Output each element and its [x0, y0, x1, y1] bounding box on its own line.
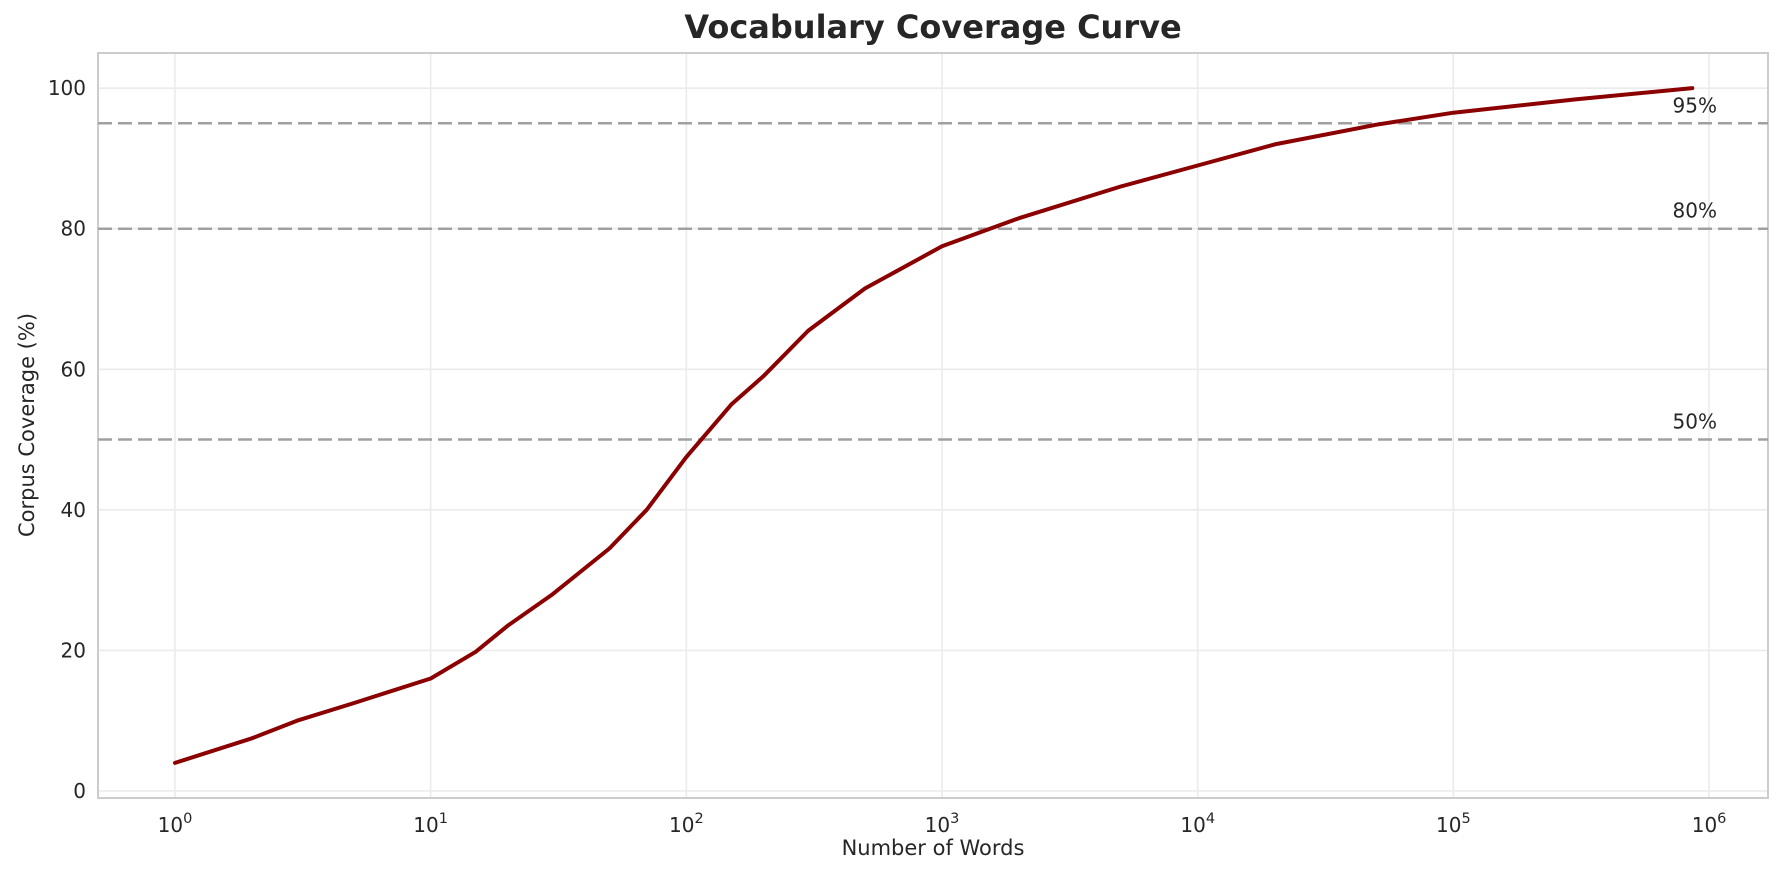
- x-tick-label-10e4: 104: [1180, 811, 1215, 837]
- y-tick-label-60: 60: [61, 357, 86, 381]
- x-tick-label-10e2: 102: [669, 811, 704, 837]
- y-tick-label-40: 40: [61, 498, 86, 522]
- reference-label-80: 80%: [1673, 199, 1717, 223]
- x-tick-label-10e6: 106: [1692, 811, 1727, 837]
- reference-label-50: 50%: [1673, 410, 1717, 434]
- x-tick-label-10e5: 105: [1436, 811, 1471, 837]
- x-axis-label: Number of Words: [841, 836, 1025, 860]
- reference-label-95: 95%: [1673, 93, 1717, 117]
- x-tick-label-10e1: 101: [413, 811, 448, 837]
- y-tick-label-0: 0: [73, 779, 86, 803]
- y-tick-label-100: 100: [48, 76, 86, 100]
- coverage-curve: [173, 86, 1695, 765]
- y-tick-label-80: 80: [61, 217, 86, 241]
- plot-border: [97, 52, 1769, 799]
- y-tick-label-20: 20: [61, 638, 86, 662]
- x-tick-label-10e3: 103: [925, 811, 960, 837]
- chart-title: Vocabulary Coverage Curve: [684, 8, 1182, 46]
- x-tick-label-10e0: 100: [158, 811, 193, 837]
